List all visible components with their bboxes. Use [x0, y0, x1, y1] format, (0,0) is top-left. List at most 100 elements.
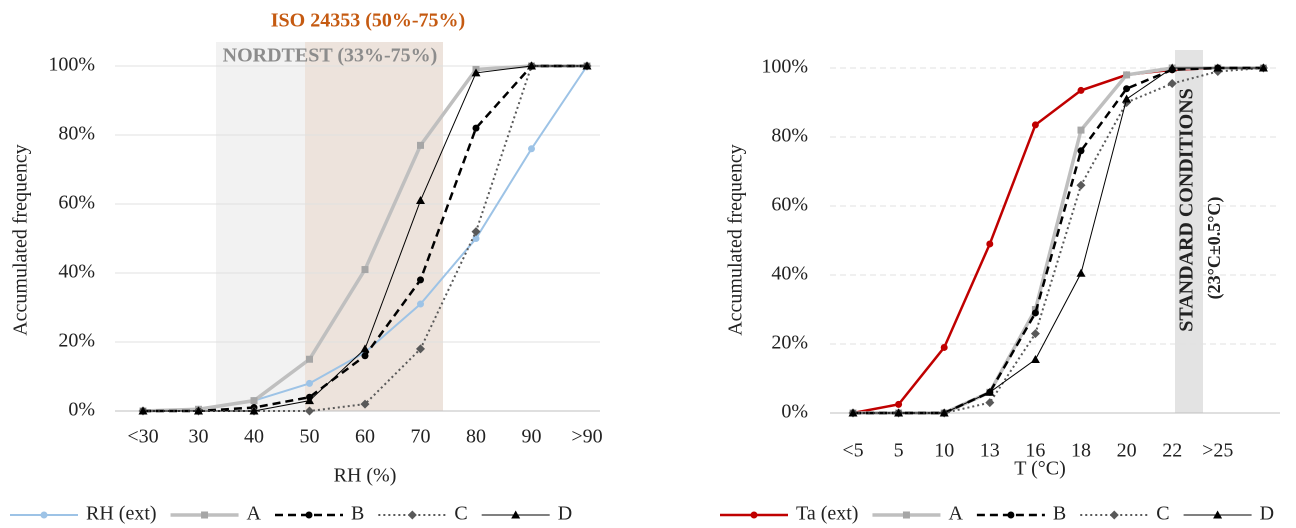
- legend-marker: [1007, 511, 1015, 519]
- series-line: [143, 65, 587, 412]
- marker: [416, 344, 425, 354]
- marker: [528, 145, 535, 153]
- marker: [1030, 355, 1040, 364]
- marker: [1123, 71, 1131, 79]
- marker: [306, 355, 313, 363]
- marker: [471, 68, 481, 77]
- y-tick-label: 80%: [58, 123, 95, 145]
- marker: [138, 406, 148, 415]
- annotation: ISO 24353 (50%-75%): [271, 10, 465, 32]
- x-tick-label: 22: [1162, 440, 1182, 462]
- legend-label: B: [1053, 503, 1066, 525]
- marker: [249, 406, 259, 415]
- marker: [1077, 126, 1085, 134]
- legend-marker: [902, 511, 910, 519]
- marker: [472, 124, 480, 132]
- x-tick-label: 30: [189, 426, 209, 448]
- marker: [416, 196, 425, 205]
- y-tick-label: 40%: [771, 263, 808, 285]
- y-axis-title: Accumulated frequency: [10, 144, 32, 336]
- x-tick-label: 80: [466, 426, 486, 448]
- marker: [1031, 309, 1039, 317]
- x-tick-label: 60: [355, 426, 375, 448]
- marker: [527, 61, 536, 70]
- x-tick-label: 5: [894, 440, 904, 462]
- marker: [471, 227, 481, 237]
- y-tick-label: 100%: [48, 54, 95, 76]
- legend-marker: [305, 511, 313, 519]
- x-axis-title: RH (%): [334, 465, 397, 487]
- marker: [894, 408, 904, 417]
- marker: [1077, 86, 1085, 94]
- marker: [360, 399, 370, 409]
- marker: [250, 397, 258, 405]
- legend-marker: [201, 511, 209, 519]
- marker: [1258, 63, 1268, 72]
- x-tick-label: <5: [842, 440, 863, 462]
- legend-marker: [1213, 510, 1223, 519]
- marker: [1122, 94, 1132, 103]
- y-tick-label: 40%: [58, 261, 95, 283]
- y-tick-label: 20%: [58, 330, 95, 352]
- x-tick-label: 40: [244, 426, 264, 448]
- marker: [1077, 147, 1085, 155]
- marker: [361, 266, 369, 274]
- y-tick-label: 80%: [771, 125, 808, 147]
- x-tick-label: 13: [980, 440, 1000, 462]
- marker: [360, 344, 370, 353]
- y-tick-label: 100%: [761, 56, 808, 78]
- legend-marker: [407, 510, 417, 520]
- marker: [985, 398, 995, 408]
- legend-label: D: [1260, 503, 1274, 525]
- marker: [1213, 63, 1223, 72]
- x-tick-label: 90: [522, 426, 542, 448]
- marker: [417, 276, 424, 284]
- marker: [939, 408, 949, 417]
- marker: [1076, 180, 1086, 190]
- x-tick-label: <30: [127, 426, 158, 448]
- marker: [1031, 121, 1039, 129]
- legend-label: Ta (ext): [796, 503, 858, 525]
- legend-marker: [750, 511, 758, 519]
- annotation: NORDTEST (33%-75%): [223, 45, 438, 67]
- x-tick-label: 10: [934, 440, 954, 462]
- x-tick-label: 16: [1025, 440, 1045, 462]
- legend-label: A: [247, 503, 262, 525]
- y-axis-title: Accumulated frequency: [725, 144, 747, 336]
- legend-marker: [511, 510, 521, 519]
- marker: [848, 408, 858, 417]
- marker: [1167, 79, 1177, 89]
- marker: [940, 343, 948, 351]
- y-tick-label: 60%: [771, 194, 808, 216]
- marker: [417, 141, 424, 149]
- marker: [305, 396, 314, 405]
- x-tick-label: 70: [411, 426, 431, 448]
- nordtest-band: [216, 42, 305, 411]
- y-tick-label: 0%: [781, 401, 808, 423]
- marker: [1123, 85, 1131, 93]
- iso-band: [305, 42, 443, 411]
- marker: [306, 379, 313, 387]
- marker: [417, 300, 424, 308]
- marker: [582, 61, 592, 70]
- marker: [361, 352, 369, 360]
- legend-label: B: [351, 503, 364, 525]
- legend-label: D: [558, 503, 572, 525]
- legend-label: RH (ext): [86, 503, 157, 525]
- legend-label: C: [1156, 503, 1169, 525]
- x-tick-label: 20: [1117, 440, 1137, 462]
- annotation: STANDARD CONDITIONS: [1176, 88, 1198, 332]
- y-tick-label: 0%: [68, 399, 95, 421]
- y-tick-label: 20%: [771, 332, 808, 354]
- marker: [895, 400, 903, 408]
- x-axis-title: T (°C): [1014, 458, 1066, 480]
- legend-marker: [1109, 510, 1119, 520]
- marker: [986, 240, 994, 248]
- marker: [1167, 63, 1177, 72]
- x-tick-label: >90: [571, 426, 602, 448]
- x-tick-label: >25: [1202, 440, 1233, 462]
- marker: [1076, 268, 1086, 277]
- marker: [305, 406, 314, 416]
- marker: [1030, 329, 1040, 339]
